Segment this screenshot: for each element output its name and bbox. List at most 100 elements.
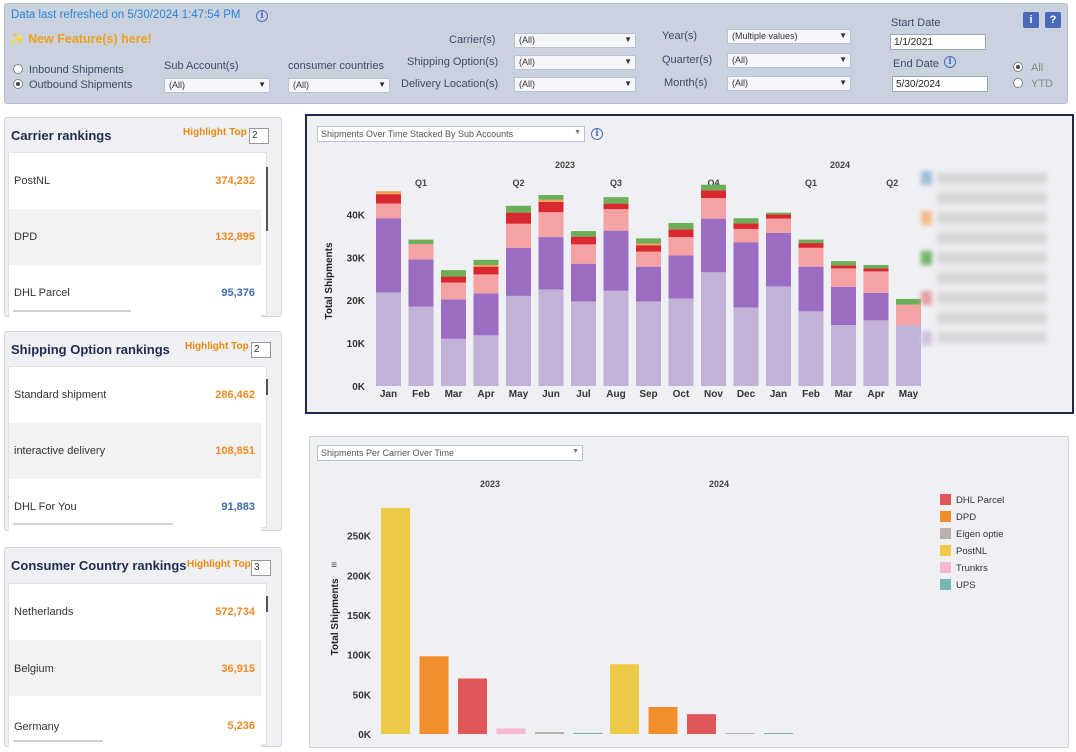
scrollbar[interactable]	[266, 596, 268, 612]
list-item[interactable]: interactive delivery 108,851	[9, 423, 261, 479]
bar-segment	[571, 236, 596, 245]
row-value: 132,895	[215, 231, 255, 243]
quarter-label: Q2	[512, 178, 524, 188]
legend-text-blurred	[937, 173, 1047, 343]
y-tick-label: 0K	[358, 730, 372, 741]
bar	[648, 707, 678, 734]
row-label: Netherlands	[14, 606, 74, 618]
bar-segment	[538, 199, 564, 202]
bar	[458, 678, 487, 734]
bar-segment	[766, 218, 791, 233]
month-dropdown[interactable]: (All) ▼	[727, 76, 851, 91]
list-item[interactable]: PostNL 374,232	[9, 153, 261, 209]
list-item[interactable]: Belgium 36,915	[9, 640, 261, 696]
list-item[interactable]: Netherlands 572,734	[9, 584, 261, 640]
inbound-radio[interactable]	[13, 64, 23, 74]
shipments-per-carrier-panel: Shipments Per Carrier Over Time ▼ Total S…	[309, 436, 1069, 748]
highlight-top-input[interactable]: 3	[251, 560, 271, 576]
help-button[interactable]: ?	[1045, 12, 1061, 28]
sub-account-dropdown[interactable]: (All) ▼	[164, 78, 270, 93]
scrollbar[interactable]	[13, 740, 103, 742]
new-feature-link[interactable]: ✨ New Feature(s) here!	[9, 32, 152, 46]
bar-segment	[408, 306, 434, 386]
bar-segment	[668, 229, 694, 238]
bar-segment	[538, 212, 564, 238]
row-value: 5,236	[227, 720, 255, 732]
bar-segment	[831, 325, 856, 386]
caret-down-icon: ▼	[839, 55, 847, 64]
shipping-option-dropdown[interactable]: (All) ▼	[514, 55, 636, 70]
panel-title: Shipping Option rankings	[11, 342, 170, 357]
legend-label: DHL Parcel	[956, 495, 1004, 506]
end-date-input[interactable]: 5/30/2024	[892, 76, 988, 92]
bar-segment	[636, 238, 661, 244]
chart-selector-dropdown[interactable]: Shipments Per Carrier Over Time ▼	[317, 445, 583, 461]
info-icon[interactable]: i	[944, 56, 956, 68]
highlight-top-input[interactable]: 2	[251, 342, 271, 358]
list-item[interactable]: DHL For You 91,883	[9, 479, 261, 535]
bar-segment	[668, 298, 694, 386]
row-label: Belgium	[14, 663, 54, 675]
caret-down-icon: ▼	[624, 35, 632, 44]
info-button[interactable]: i	[1023, 12, 1039, 28]
chart-selector-dropdown[interactable]: Shipments Over Time Stacked By Sub Accou…	[317, 126, 585, 142]
list-item[interactable]: DPD 132,895	[9, 209, 261, 265]
year-label: 2023	[555, 160, 575, 170]
info-icon[interactable]: i	[256, 10, 268, 22]
bar-segment	[441, 299, 466, 339]
year-dropdown[interactable]: (Multiple values) ▼	[727, 29, 851, 44]
scrollbar[interactable]	[13, 310, 131, 312]
consumer-countries-dropdown[interactable]: (All) ▼	[288, 78, 390, 93]
bar	[687, 714, 716, 734]
bar-segment	[766, 212, 791, 215]
list-item[interactable]: Standard shipment 286,462	[9, 367, 261, 423]
bar-segment	[473, 335, 499, 386]
bar-segment	[733, 307, 759, 386]
row-label: Standard shipment	[14, 389, 107, 401]
list-item[interactable]: DHL Parcel 95,376	[9, 265, 261, 321]
start-date-input[interactable]: 1/1/2021	[890, 34, 986, 50]
carrier-dropdown[interactable]: (All) ▼	[514, 33, 636, 48]
row-value: 36,915	[221, 663, 255, 675]
scrollbar[interactable]	[13, 523, 173, 525]
bar	[535, 732, 564, 734]
delivery-location-dropdown[interactable]: (All) ▼	[514, 77, 636, 92]
bar-segment	[701, 190, 726, 199]
outbound-radio[interactable]	[13, 79, 23, 89]
bar-segment	[733, 223, 759, 229]
highlight-top-input[interactable]: 2	[249, 128, 269, 144]
info-icon[interactable]: i	[591, 128, 603, 140]
bar-segment	[896, 304, 921, 326]
bar-segment	[571, 231, 596, 237]
ytd-radio[interactable]	[1013, 78, 1023, 88]
carrier-bar-chart: Total Shipments ≡ 0K 50K 100K 150K 200K 250K 202…	[330, 479, 1004, 741]
legend-label: UPS	[956, 580, 976, 591]
bar-segment	[636, 301, 661, 386]
x-tick-label: Mar	[445, 389, 463, 400]
bar-segment	[701, 272, 726, 386]
year-label: 2023	[480, 479, 500, 489]
x-tick-label: Jan	[380, 389, 397, 400]
legend-swatch	[921, 291, 932, 305]
x-tick-label: Apr	[867, 389, 884, 400]
quarter-label: Q1	[805, 178, 817, 188]
all-radio[interactable]	[1013, 62, 1023, 72]
x-tick-label: May	[899, 389, 919, 400]
bar	[419, 656, 449, 734]
highlight-top-label: Highlight Top	[187, 559, 251, 570]
legend-swatch	[940, 579, 951, 590]
bar-segment	[441, 282, 466, 300]
row-value: 374,232	[215, 175, 255, 187]
quarter-dropdown[interactable]: (All) ▼	[727, 53, 851, 68]
stacked-bar-chart: Total Shipments 0K 10K 20K 30K 40K 2023 2024 Q1 Q…	[324, 160, 921, 400]
quarter-label: Q4	[707, 178, 719, 188]
bar-segment	[571, 244, 596, 264]
inbound-label: Inbound Shipments	[29, 64, 124, 76]
scrollbar[interactable]	[266, 379, 268, 395]
shipping-option-label: Shipping Option(s)	[407, 56, 499, 68]
bar-segment	[441, 270, 466, 277]
quarter-label: Quarter(s)	[662, 54, 713, 66]
bar-segment	[376, 292, 401, 386]
scrollbar[interactable]	[266, 167, 268, 231]
list-item[interactable]: Germany 5,236	[9, 696, 261, 752]
